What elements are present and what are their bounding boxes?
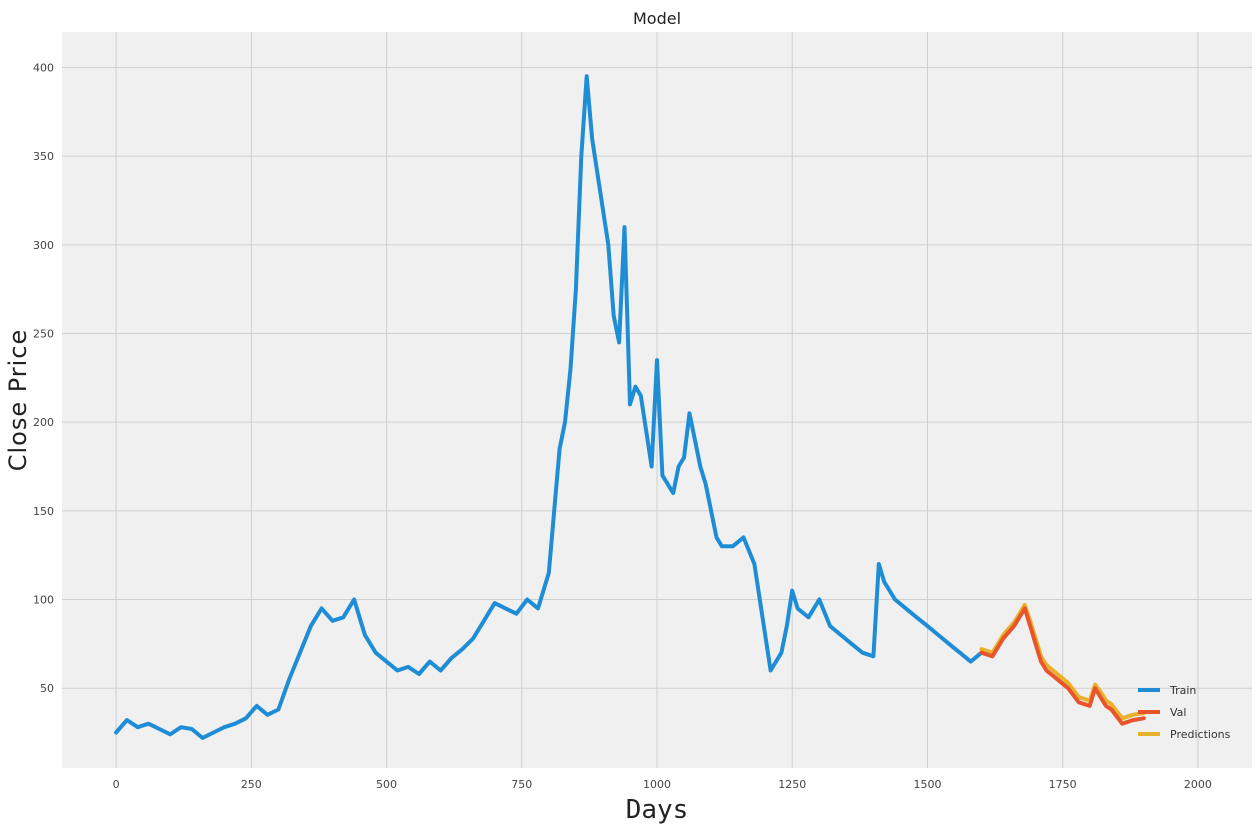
series-line-val	[979, 606, 1146, 726]
x-tick-label: 0	[113, 778, 120, 791]
x-tick-label: 500	[376, 778, 397, 791]
series-line-train	[114, 74, 984, 740]
chart-title: Model	[633, 9, 681, 28]
y-tick-label: 50	[40, 682, 54, 695]
x-tick-label: 1250	[778, 778, 806, 791]
legend-label: Val	[1170, 706, 1186, 719]
x-tick-label: 1500	[913, 778, 941, 791]
y-tick-label: 350	[33, 150, 54, 163]
legend-label: Train	[1169, 684, 1196, 697]
x-tick-label: 1750	[1049, 778, 1077, 791]
legend-label: Predictions	[1170, 728, 1231, 741]
y-tick-label: 250	[33, 327, 54, 340]
x-tick-label: 250	[241, 778, 262, 791]
y-tick-label: 200	[33, 416, 54, 429]
series-layer	[114, 74, 1146, 740]
y-tick-label: 150	[33, 505, 54, 518]
y-axis-label: Close Price	[4, 329, 32, 472]
x-tick-label: 750	[511, 778, 532, 791]
y-tick-label: 100	[33, 594, 54, 607]
legend: Train Val Predictions	[1138, 684, 1231, 741]
x-tick-label: 1000	[643, 778, 671, 791]
x-tick-label: 2000	[1184, 778, 1212, 791]
grid	[62, 32, 1252, 768]
y-tick-label: 400	[33, 61, 54, 74]
x-axis-label: Days	[626, 795, 689, 825]
x-axis-ticks: 0 250 500 750 1000 1250 1500 1750 2000	[113, 778, 1212, 791]
y-tick-label: 300	[33, 239, 54, 252]
y-axis-ticks: 50 100 150 200 250 300 350 400	[33, 61, 54, 695]
